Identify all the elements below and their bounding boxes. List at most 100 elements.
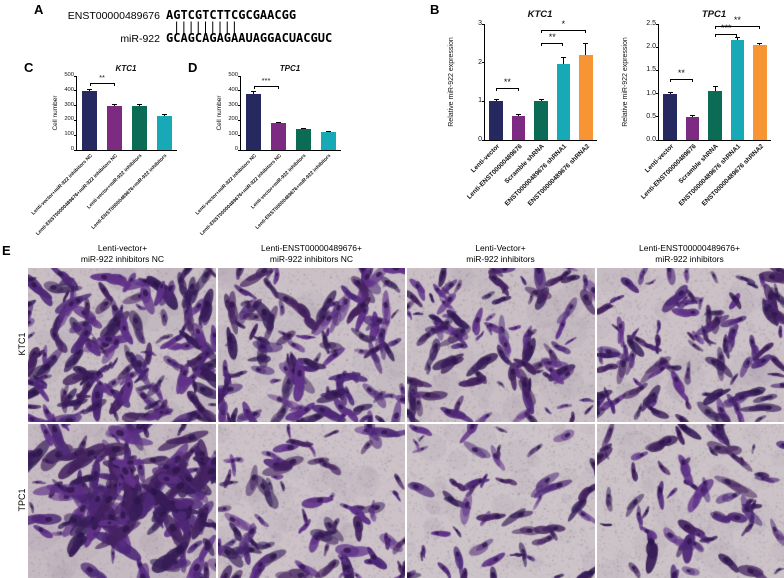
error-bar-cap: [301, 127, 306, 129]
significance-stars: **: [548, 32, 556, 43]
bar-1: [489, 101, 503, 140]
y-tick: [238, 134, 241, 136]
bar-5: [753, 44, 767, 140]
y-tick: [238, 90, 241, 92]
bar-1: [663, 93, 677, 140]
sequence-alignment: ENST00000489676 AGTCGTCTTCGCGAACGG ||||||…: [56, 8, 332, 46]
micrograph-column-headers: Lenti-vector+ miR-922 inhibitors NC Lent…: [28, 243, 784, 265]
mirna-sequence-row: miR-922 GCAGCAGAGAAUAGGACUACGUC: [56, 31, 332, 46]
y-tick-label: 1.0: [646, 89, 656, 97]
y-tick: [238, 119, 241, 121]
significance-bracket-end: [541, 43, 542, 47]
significance-bracket: [715, 34, 738, 36]
bar-2: [107, 105, 122, 150]
bar-4: [730, 40, 745, 140]
column-header-3: Lenti-Vector+ miR-922 inhibitors: [406, 243, 595, 265]
y-tick-label: 500: [228, 72, 238, 78]
column-header-1-line1: Lenti-vector+: [97, 243, 148, 253]
plot-area: 0 100 200 300 400 500 Lenti-vector+miR-922 inh…: [194, 72, 341, 237]
bar-1: [246, 94, 261, 150]
error-bar: [562, 56, 564, 64]
transcript-sequence-row: ENST00000489676 AGTCGTCTTCGCGAACGG: [56, 8, 332, 23]
y-tick: [482, 139, 485, 141]
column-header-4: Lenti-ENST00000489676+ miR-922 inhibitor…: [595, 243, 784, 265]
y-tick-label: 0: [70, 146, 74, 152]
bar-2: [271, 123, 286, 150]
y-tick: [656, 93, 659, 95]
error-bar: [736, 37, 738, 41]
y-tick-label: 0.5: [646, 112, 656, 120]
significance-bracket-end: [541, 29, 542, 33]
y-tick: [482, 23, 485, 25]
chart-title: TPC1: [701, 9, 727, 20]
column-header-1: Lenti-vector+ miR-922 inhibitors NC: [28, 243, 217, 265]
y-tick: [74, 105, 77, 107]
y-tick-label: 400: [64, 86, 74, 93]
y-axis-label: Cell number: [52, 95, 59, 131]
y-tick-label: 500: [64, 72, 74, 78]
y-tick: [74, 149, 77, 151]
bar-3: [132, 106, 147, 150]
micrograph-tpc1-lenti-vector-nc: [28, 424, 216, 578]
error-bar: [585, 43, 587, 55]
y-tick-label: 2.5: [646, 20, 656, 27]
column-header-3-line2: miR-922 inhibitors: [466, 254, 535, 265]
x-tick-label-text: Scramble shRNA: [677, 143, 720, 186]
bar-3: [296, 129, 311, 150]
significance-stars: **: [677, 67, 685, 78]
column-header-2-line2: miR-922 inhibitors NC: [269, 254, 354, 265]
error-bar-cap: [712, 85, 718, 87]
y-tick-label: 1: [478, 97, 482, 105]
error-bar-cap: [493, 99, 499, 101]
significance-bracket: [89, 82, 115, 84]
chart-title: KTC1: [115, 64, 137, 73]
bar-4: [321, 131, 336, 150]
y-tick: [74, 90, 77, 92]
plot-area: 0 1 2 3 Lenti-vector Lenti-ENST00000489676 Scr…: [466, 19, 597, 207]
error-bar-cap: [583, 43, 589, 45]
error-bar-cap: [137, 104, 142, 106]
y-tick-label: 0: [234, 146, 238, 152]
y-tick: [238, 75, 241, 77]
significance-bracket-end: [253, 86, 255, 90]
error-bar-cap: [690, 115, 696, 117]
plot-area: 0 100 200 300 400 500 Lenti-vector+miR-922 inh…: [30, 72, 177, 237]
y-tick-label: 3: [478, 20, 482, 27]
error-bar-cap: [251, 91, 256, 93]
transcript-sequence: AGTCGTCTTCGCGAACGG: [166, 8, 297, 22]
y-tick: [74, 75, 77, 77]
chart-d-tpc1: TPC1 Cell number 0 100 200 300 400 500 Lenti-v…: [194, 62, 360, 237]
significance-stars: **: [733, 15, 741, 26]
chart-b-tpc1: TPC1 Relative miR-922 expression 0.0 0.5 1…: [612, 6, 782, 238]
significance-bracket: [253, 86, 279, 88]
bar-2: [685, 116, 700, 140]
significance-bracket-end: [670, 78, 672, 82]
y-tick-label: 300: [64, 101, 74, 108]
mirna-name: miR-922: [120, 33, 160, 45]
y-tick-label: 100: [228, 131, 238, 138]
significance-bracket-end: [758, 26, 760, 30]
error-bar-cap: [667, 91, 673, 93]
micrograph-tpc1-lenti-enst-nc: [217, 424, 405, 578]
base-pairing-lines: |||||||||: [173, 20, 239, 34]
significance-bracket: [670, 78, 693, 80]
bar-4: [157, 115, 172, 150]
bar-4: [556, 63, 571, 140]
x-tick-label-text: Scramble shRNA: [503, 143, 546, 186]
significance-bracket-end: [715, 26, 716, 30]
panel-d-label: D: [188, 60, 198, 75]
column-header-4-line1: Lenti-ENST00000489676+: [639, 243, 740, 253]
significance-stars: **: [99, 72, 105, 82]
y-tick: [656, 139, 659, 141]
chart-title: TPC1: [279, 64, 301, 73]
significance-bracket-end: [277, 86, 279, 90]
panel-a-label: A: [34, 2, 44, 17]
column-header-3-line1: Lenti-Vector+: [475, 243, 526, 253]
error-bar: [89, 88, 90, 91]
column-header-4-line2: miR-922 inhibitors: [655, 254, 724, 265]
error-bar-cap: [560, 56, 566, 58]
error-bar: [253, 91, 254, 95]
y-tick-label: 0: [478, 136, 482, 143]
y-tick: [656, 23, 659, 25]
